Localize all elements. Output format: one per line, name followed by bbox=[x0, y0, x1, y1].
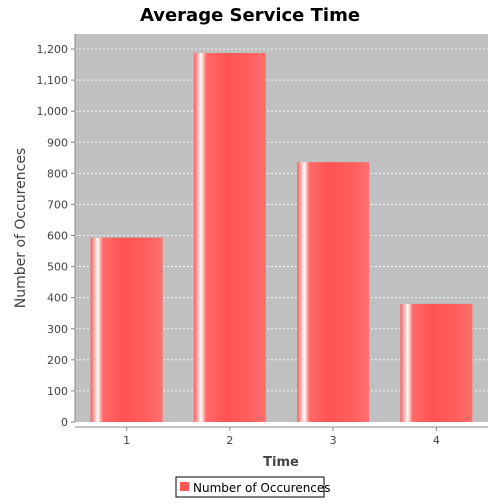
legend-label: Number of Occurences bbox=[193, 481, 331, 495]
bars bbox=[90, 53, 473, 423]
x-tick-label: 1 bbox=[123, 434, 130, 447]
x-axis-ticks: 1 2 3 4 bbox=[123, 427, 440, 447]
y-tick-label: 900 bbox=[47, 136, 68, 149]
y-tick-label: 700 bbox=[47, 198, 68, 211]
y-tick-label: 800 bbox=[47, 167, 68, 180]
y-tick-label: 300 bbox=[47, 323, 68, 336]
bar-4 bbox=[400, 303, 473, 422]
chart-title: Average Service Time bbox=[140, 5, 360, 26]
y-tick-label: 1,000 bbox=[37, 105, 69, 118]
y-tick-label: 100 bbox=[47, 385, 68, 398]
y-tick-label: 500 bbox=[47, 261, 68, 274]
legend: Number of Occurences bbox=[175, 476, 331, 498]
x-tick-label: 3 bbox=[330, 434, 337, 447]
x-tick-label: 4 bbox=[433, 434, 440, 447]
y-tick-label: 600 bbox=[47, 230, 68, 243]
y-tick-label: 1,200 bbox=[37, 43, 69, 56]
y-tick-label: 0 bbox=[61, 416, 68, 429]
y-axis-ticks: 0 100 200 300 400 500 600 700 800 900 1,000 1,100 1,… bbox=[37, 43, 75, 429]
y-tick-label: 200 bbox=[47, 354, 68, 367]
y-tick-label: 1,100 bbox=[37, 74, 69, 87]
x-axis-title: Time bbox=[263, 455, 299, 470]
bar-3 bbox=[297, 162, 370, 423]
y-axis-title: Number of Occurences bbox=[13, 148, 29, 308]
y-tick-label: 400 bbox=[47, 292, 68, 305]
bar-1 bbox=[90, 237, 163, 422]
legend-swatch bbox=[180, 482, 189, 491]
legend-box bbox=[175, 476, 325, 498]
x-tick-label: 2 bbox=[226, 434, 233, 447]
bar-2 bbox=[193, 53, 266, 422]
